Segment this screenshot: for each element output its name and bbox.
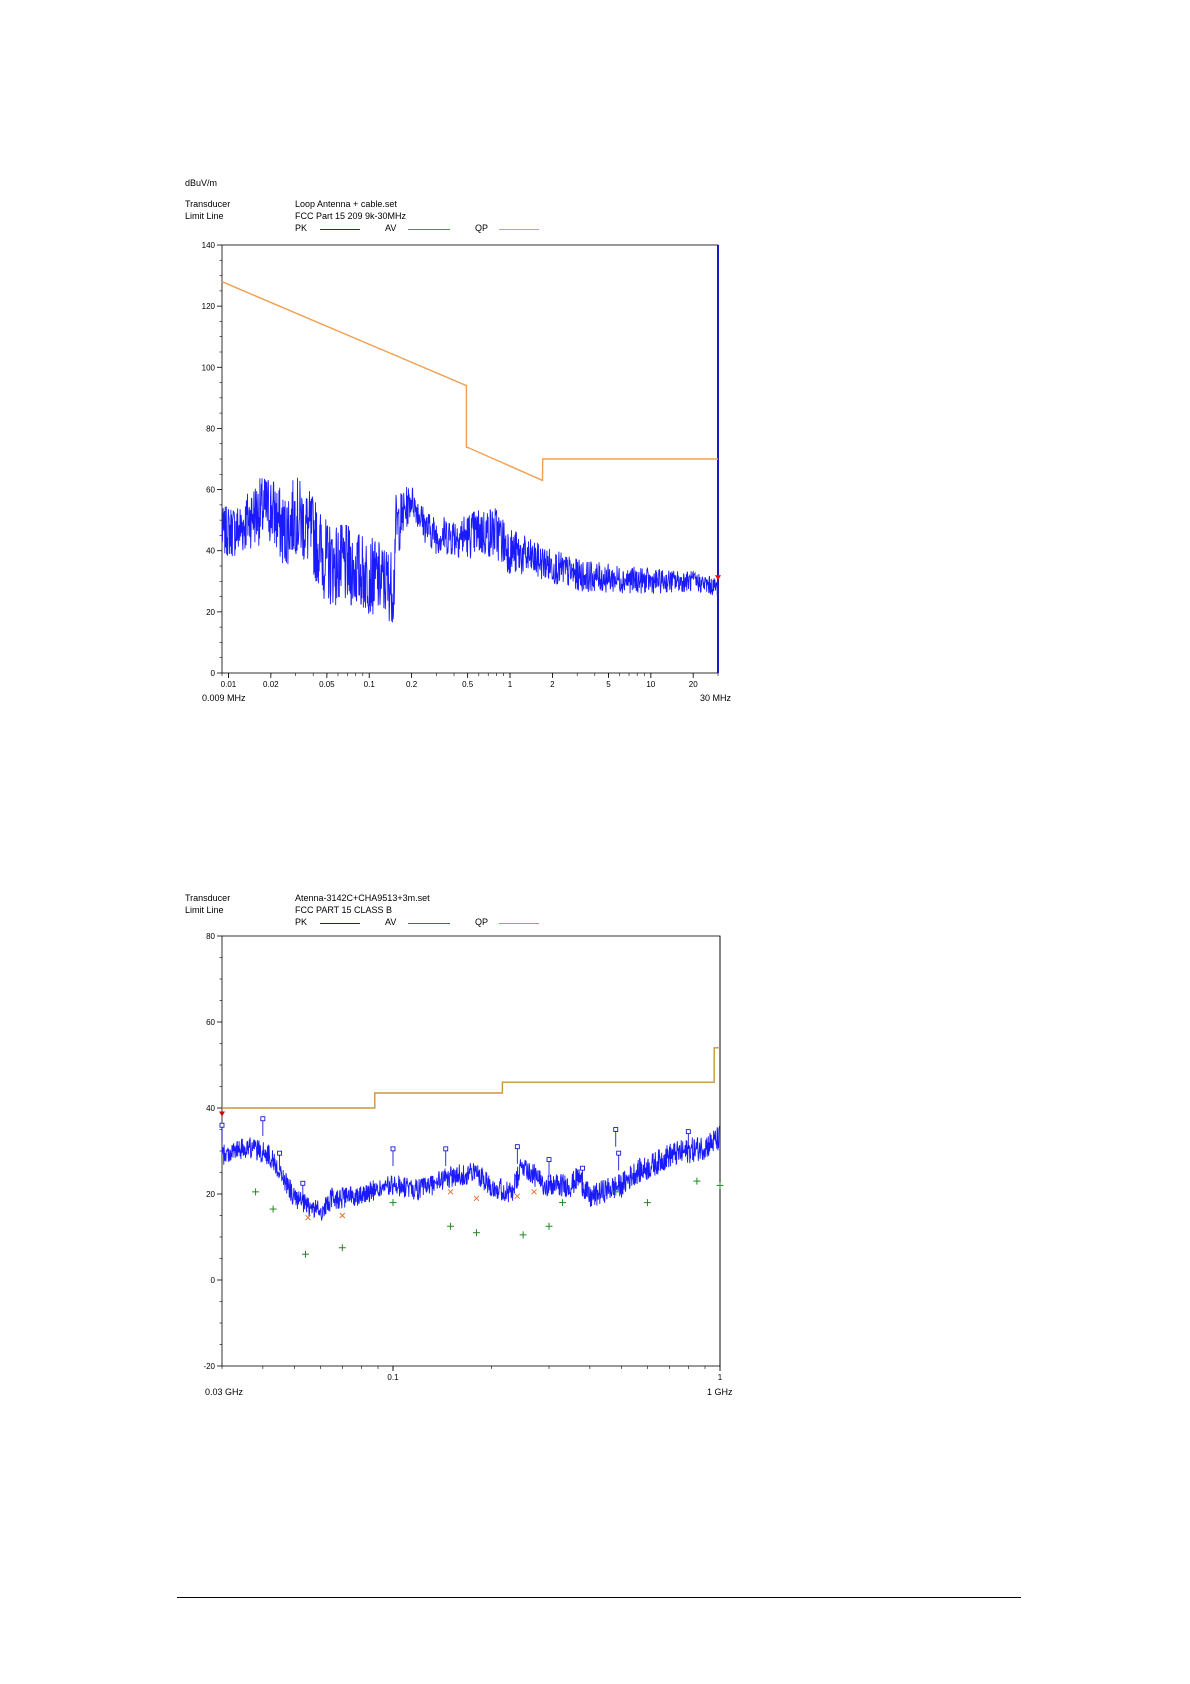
legend-av-swatch (408, 229, 450, 230)
y-tick-label: 40 (206, 547, 215, 556)
legend-qp-swatch (499, 229, 539, 230)
x-tick-label: 0.02 (263, 680, 279, 689)
peak-marker (443, 1146, 449, 1152)
av-plus-marker (643, 1199, 651, 1207)
peak-marker (613, 1127, 619, 1132)
marker-triangle (219, 1111, 225, 1117)
transducer-value: Loop Antenna + cable.set (295, 199, 397, 209)
y-tick-label: 80 (206, 424, 215, 433)
y-tick-label: 60 (206, 1018, 215, 1027)
peak-marker (390, 1146, 396, 1152)
x-tick-label: 0.01 (221, 680, 237, 689)
x-start-label: 0.03 GHz (205, 1387, 244, 1397)
legend-pk-swatch (320, 229, 360, 230)
legend-qp-swatch (499, 923, 539, 924)
peak-marker (546, 1157, 552, 1162)
av-plus-marker (519, 1231, 527, 1239)
x-tick-label: 5 (606, 680, 611, 689)
peak-marker (685, 1129, 691, 1135)
y-unit-label: dBuV/m (185, 178, 218, 188)
y-tick-label: 20 (206, 608, 215, 617)
av-plus-marker (716, 1181, 724, 1189)
av-plus-marker (693, 1177, 701, 1185)
limit-line-value: FCC Part 15 209 9k-30MHz (295, 211, 407, 221)
x-stop-label: 30 MHz (700, 693, 732, 703)
av-plus-marker (612, 1188, 620, 1196)
x-tick-label: 0.05 (319, 680, 335, 689)
x-stop-label: 1 GHz (707, 1387, 733, 1397)
transducer-label: Transducer (185, 893, 231, 903)
footer-rule (177, 1597, 1021, 1598)
qp-cross-marker (514, 1193, 521, 1199)
limit-line-label: Limit Line (185, 211, 224, 221)
y-tick-label: 120 (202, 302, 216, 311)
av-plus-marker (545, 1222, 553, 1230)
x-tick-label: 10 (646, 680, 655, 689)
legend-av-label: AV (385, 917, 397, 927)
y-tick-label: 100 (202, 363, 216, 372)
qp-cross-marker (447, 1189, 454, 1195)
y-tick-label: 140 (202, 241, 216, 250)
legend-av-label: AV (385, 223, 397, 233)
y-tick-label: 40 (206, 1104, 215, 1113)
peak-marker (219, 1122, 225, 1128)
av-plus-marker (472, 1229, 480, 1237)
marker-triangle (715, 575, 721, 581)
peak-marker (277, 1150, 282, 1156)
y-tick-label: -20 (203, 1362, 215, 1371)
x-tick-label: 20 (689, 680, 698, 689)
peak-marker (300, 1180, 306, 1186)
pk-trace (222, 477, 718, 623)
y-tick-label: 20 (206, 1190, 215, 1199)
y-tick-label: 80 (206, 932, 215, 941)
legend-pk-label: PK (295, 917, 308, 927)
x-tick-label: 1 (718, 1373, 723, 1382)
x-tick-label: 1 (508, 680, 513, 689)
limit-line-label: Limit Line (185, 905, 224, 915)
peak-marker (514, 1144, 520, 1150)
av-plus-marker (559, 1199, 567, 1207)
legend-qp-label: QP (475, 917, 489, 927)
x-start-label: 0.009 MHz (202, 693, 246, 703)
av-plus-marker (269, 1205, 277, 1213)
peak-marker (580, 1165, 585, 1171)
x-tick-label: 0.1 (387, 1373, 399, 1382)
qp-cross-marker (305, 1214, 311, 1221)
peak-marker (616, 1150, 622, 1156)
pk-trace (222, 1125, 720, 1221)
qp-cross-marker (531, 1189, 537, 1195)
legend-pk-swatch (320, 923, 360, 924)
peak-marker (260, 1116, 266, 1122)
legend-qp-label: QP (475, 223, 489, 233)
qp-cross-marker (473, 1195, 480, 1202)
av-plus-marker (252, 1188, 260, 1196)
plot-frame (221, 935, 721, 1367)
transducer-value: Atenna-3142C+CHA9513+3m.set (295, 893, 430, 903)
av-plus-marker (301, 1250, 309, 1258)
legend-pk-label: PK (295, 223, 308, 233)
y-tick-label: 60 (206, 486, 215, 495)
limit-line-value: FCC PART 15 CLASS B (295, 905, 393, 915)
qp-cross-marker (339, 1212, 346, 1219)
legend-av-swatch (408, 923, 450, 924)
av-plus-marker (389, 1199, 397, 1207)
av-plus-marker (338, 1244, 346, 1252)
y-tick-label: 0 (211, 669, 216, 678)
x-tick-label: 2 (550, 680, 555, 689)
x-tick-label: 0.2 (406, 680, 418, 689)
x-tick-label: 0.5 (462, 680, 474, 689)
av-plus-marker (447, 1222, 455, 1230)
x-tick-label: 0.1 (364, 680, 376, 689)
qp-limit-line (221, 281, 718, 482)
chart-2-plot: -20 0 20 40 60 80 0.1 1 (203, 932, 724, 1382)
qp-limit-line (222, 1047, 720, 1109)
y-tick-label: 0 (211, 1276, 216, 1285)
transducer-label: Transducer (185, 199, 231, 209)
